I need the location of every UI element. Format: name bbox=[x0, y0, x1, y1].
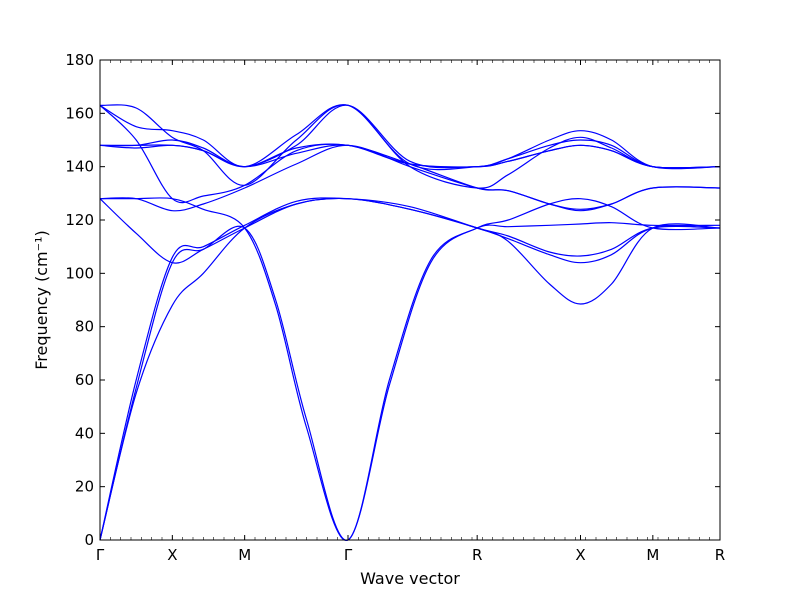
y-tick-label-20: 20 bbox=[75, 478, 94, 496]
y-tick-label-60: 60 bbox=[75, 371, 94, 389]
x-tick-label-5: X bbox=[575, 546, 585, 564]
band-line-5 bbox=[100, 197, 721, 541]
x-tick-label-6: M bbox=[646, 546, 659, 564]
x-tick-label-3: Γ bbox=[344, 546, 353, 564]
y-tick-label-180: 180 bbox=[65, 51, 94, 69]
y-tick-label-100: 100 bbox=[65, 264, 94, 282]
x-tick-label-7: R bbox=[715, 546, 725, 564]
y-tick-label-0: 0 bbox=[84, 531, 94, 549]
y-tick-label-40: 40 bbox=[75, 424, 94, 442]
band-line-4 bbox=[99, 198, 721, 541]
band-line-12 bbox=[100, 104, 721, 169]
x-tick-label-2: M bbox=[238, 546, 251, 564]
y-tick-label-120: 120 bbox=[65, 211, 94, 229]
y-tick-label-140: 140 bbox=[65, 158, 94, 176]
x-axis-label: Wave vector bbox=[360, 569, 460, 588]
band-line-11 bbox=[99, 104, 721, 210]
x-tick-label-1: X bbox=[167, 546, 177, 564]
x-tick-label-4: R bbox=[472, 546, 482, 564]
y-axis-label: Frequency (cm⁻¹) bbox=[32, 230, 51, 369]
x-tick-label-0: Γ bbox=[96, 546, 105, 564]
y-tick-label-80: 80 bbox=[75, 318, 94, 336]
band-line-3 bbox=[99, 197, 721, 541]
band-line-2 bbox=[99, 197, 721, 541]
band-line-9 bbox=[99, 104, 721, 189]
y-tick-label-160: 160 bbox=[65, 104, 94, 122]
plot-frame bbox=[99, 59, 721, 541]
series-layer bbox=[99, 104, 721, 541]
